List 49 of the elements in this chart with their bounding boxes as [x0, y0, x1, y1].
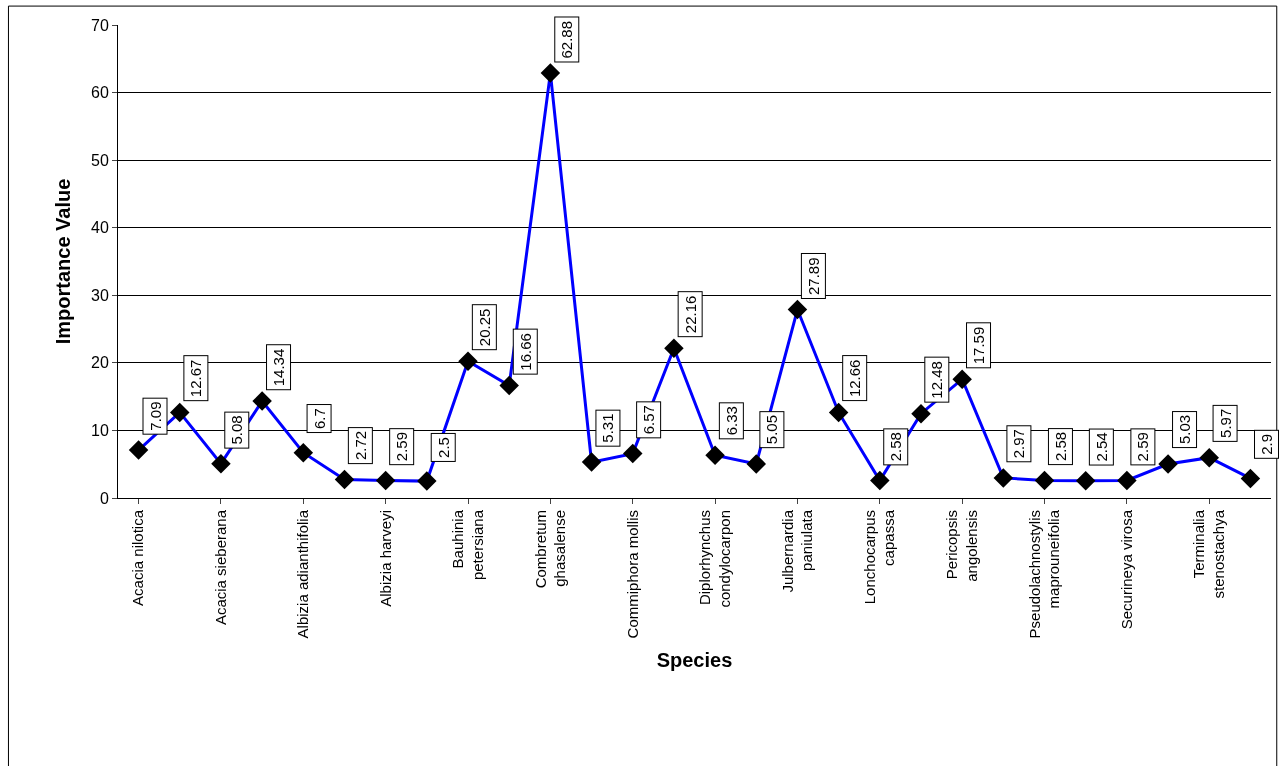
- data-label: 2.9: [1258, 433, 1276, 455]
- y-tick-label: 40: [91, 219, 109, 237]
- x-tick-label: Albizia adianthifolia: [294, 509, 312, 639]
- x-tick-label: Lonchocarpus capassa: [860, 509, 898, 605]
- data-label: 2.54: [1092, 432, 1110, 462]
- y-tick-label: 50: [91, 151, 109, 169]
- data-label: 27.89: [804, 257, 822, 295]
- x-axis-title: Species: [656, 648, 733, 671]
- data-label: 12.48: [928, 361, 946, 399]
- x-tick-label: Bauhinia petersiana: [449, 509, 486, 581]
- data-label: 5.97: [1216, 408, 1234, 438]
- data-label: 2.58: [887, 432, 905, 462]
- y-tick-label: 70: [91, 16, 109, 34]
- y-tick-label: 20: [91, 354, 109, 372]
- data-label: 6.57: [640, 405, 658, 435]
- y-tick-label: 30: [91, 286, 109, 304]
- data-label: 16.66: [516, 333, 534, 371]
- y-tick-label: 0: [99, 489, 109, 507]
- x-tick-label: Securineya virosa: [1117, 509, 1135, 630]
- data-label: 12.67: [187, 359, 205, 398]
- x-tick-label: Diplorhynchus condylocarpon: [696, 510, 733, 608]
- x-tick-label: Acacia nilotica: [129, 509, 147, 606]
- data-label: 17.59: [970, 326, 988, 365]
- x-tick-label: Julbernardia paniulata: [778, 509, 816, 593]
- data-label: 5.03: [1176, 414, 1194, 445]
- data-label: 5.05: [763, 414, 781, 445]
- data-label: 62.88: [558, 20, 576, 59]
- data-label: 2.5: [434, 437, 452, 458]
- data-label: 7.09: [146, 401, 164, 431]
- y-tick-label: 10: [91, 422, 109, 440]
- x-tick-label: Terminalia stenostachya: [1190, 509, 1227, 599]
- data-label: 22.16: [681, 295, 699, 334]
- x-tick-label: Acacia sieberana: [211, 509, 229, 626]
- data-label: 2.59: [393, 431, 411, 462]
- x-tick-label: Commiphora mollis: [623, 510, 641, 639]
- data-label: 6.7: [310, 408, 328, 430]
- data-label: 20.25: [475, 308, 493, 347]
- data-label: 6.33: [722, 406, 740, 436]
- data-label: 14.34: [270, 348, 288, 387]
- data-label: 12.66: [846, 359, 864, 398]
- data-label: 2.72: [351, 430, 369, 461]
- data-label: 2.59: [1134, 432, 1152, 462]
- data-label: 5.08: [228, 415, 246, 445]
- data-label: 2.58: [1051, 431, 1069, 462]
- x-tick-label: Albizia harveyi: [376, 510, 394, 607]
- y-tick-label: 60: [91, 84, 109, 102]
- data-label: 5.31: [599, 413, 617, 443]
- data-label: 2.97: [1010, 429, 1028, 459]
- y-axis-title: Importance Value: [51, 178, 74, 345]
